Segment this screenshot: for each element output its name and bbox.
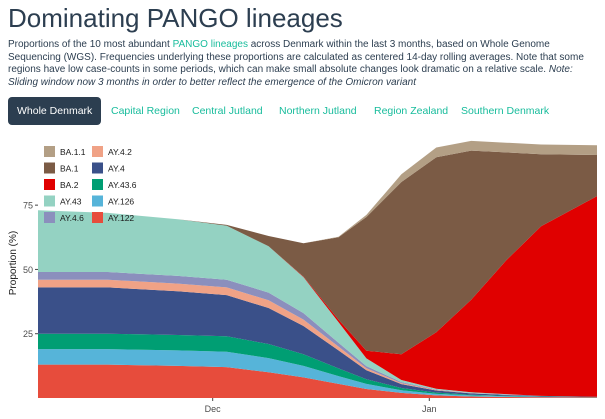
pango-lineages-link[interactable]: PANGO lineages — [172, 39, 248, 50]
tab-capital-region[interactable]: Capital Region — [111, 105, 180, 117]
area-ay-122 — [38, 364, 597, 398]
legend-key-ba-1 — [44, 162, 55, 174]
legend-label-ay-43: AY.43 — [60, 197, 82, 207]
legend-label-ba-2: BA.2 — [60, 180, 79, 190]
page-title: Dominating PANGO lineages — [8, 3, 343, 33]
area-ay-126 — [38, 349, 597, 398]
legend-key-ay-4-6 — [44, 212, 55, 223]
legend-label-ba-1: BA.1 — [60, 164, 79, 174]
tab-northern-jutland[interactable]: Northern Jutland — [279, 105, 357, 117]
area-ay-4 — [38, 287, 597, 397]
legend-label-ay-4-2: AY.4.2 — [108, 147, 132, 157]
desc-text-2: across Denmark within the last 3 months,… — [8, 39, 584, 76]
legend-key-ay-122 — [92, 212, 103, 223]
desc-note: Note: Sliding window now 3 months in ord… — [8, 64, 573, 88]
legend-label-ay-126: AY.126 — [108, 197, 134, 207]
y-tick-label-50: 50 — [23, 265, 33, 275]
area-ba-2 — [38, 196, 597, 397]
legend-label-ba-1-1: BA.1.1 — [60, 147, 86, 157]
legend-label-ay-4: AY.4 — [108, 164, 125, 174]
x-tick-label-jan: Jan — [422, 404, 437, 414]
tab-central-jutland[interactable]: Central Jutland — [192, 105, 263, 117]
x-tick-label-dec: Dec — [205, 404, 222, 414]
y-tick-label-25: 25 — [23, 329, 33, 339]
legend-label-ay-43-6: AY.43.6 — [108, 180, 137, 190]
tab-whole-denmark[interactable]: Whole Denmark — [8, 97, 102, 125]
legend-label-ay-4-6: AY.4.6 — [60, 213, 84, 223]
area-ba-1 — [38, 150, 597, 355]
page-description: Proportions of the 10 most abundant PANG… — [8, 39, 600, 89]
desc-text-1: Proportions of the 10 most abundant — [8, 39, 173, 50]
legend-key-ay-4-2 — [92, 146, 103, 157]
legend-key-ay-43 — [44, 195, 55, 207]
tab-southern-denmark[interactable]: Southern Denmark — [461, 105, 550, 117]
tab-region-zealand[interactable]: Region Zealand — [374, 105, 449, 117]
area-ay-43-6 — [38, 333, 597, 398]
legend-label-ay-122: AY.122 — [108, 213, 134, 223]
legend-key-ay-43-6 — [92, 179, 103, 190]
y-axis-title: Proportion (%) — [8, 231, 19, 295]
legend-key-ba-2 — [44, 179, 55, 190]
legend-key-ay-126 — [92, 195, 103, 207]
legend-key-ay-4 — [92, 162, 103, 174]
area-ay-43 — [38, 210, 597, 397]
lineage-area-chart: 25 50 75 Dec Jan Proportion (%) BA.1.1 AY.4.2 BA… — [8, 140, 597, 414]
area-ba-1-1 — [38, 140, 597, 244]
y-tick-label-75: 75 — [23, 201, 33, 211]
region-tabs: Whole Denmark Capital Region Central Jut… — [8, 97, 603, 125]
legend-key-ba-1-1 — [44, 146, 55, 157]
